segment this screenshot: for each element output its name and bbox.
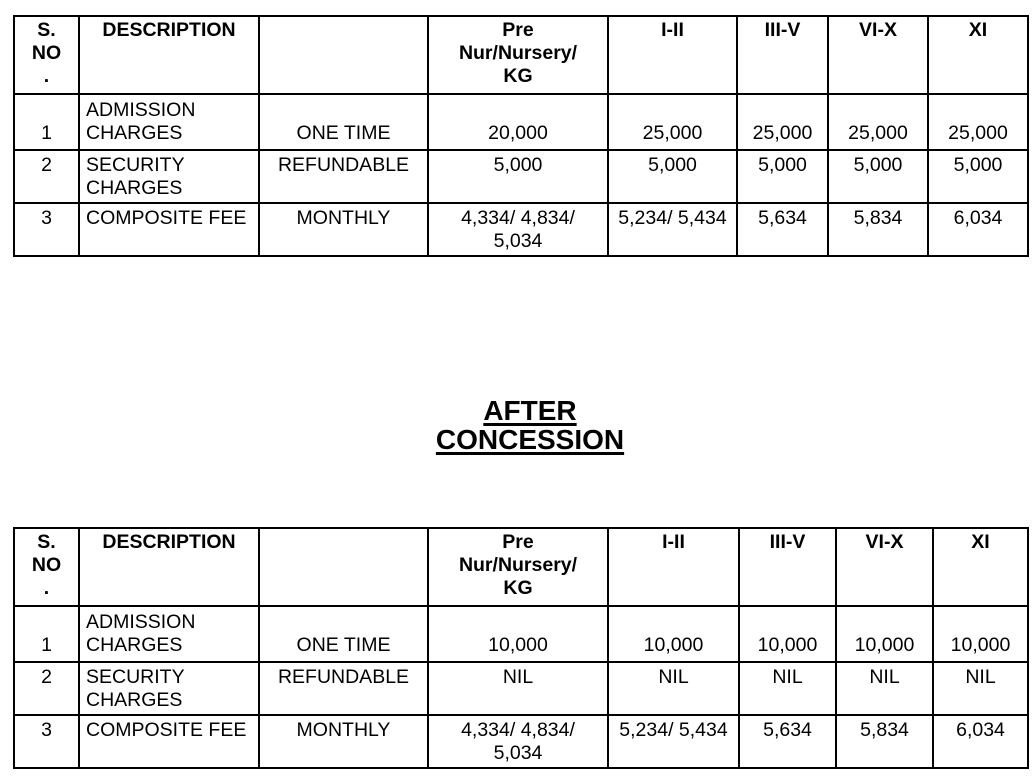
cell-fee-pre-nursery-kg: NIL [427,661,609,716]
cell-fee-xi: 10,000 [932,605,1029,663]
cell-description: COMPOSITE FEE [78,714,260,769]
col-header-vi-x: VI-X [827,15,929,95]
table-row: 2 SECURITY CHARGES REFUNDABLE 5,000 5,00… [13,149,1029,204]
cell-description: ADMISSION CHARGES [78,93,260,151]
cell-fee-iii-v: 5,634 [738,714,837,769]
col-header-xi: XI [932,527,1029,607]
cell-fee-vi-x: 5,834 [827,202,929,257]
fee-table-after-concession: S. NO . DESCRIPTION Pre Nur/Nursery/ KG … [13,527,1029,769]
cell-sno: 1 [13,605,80,663]
fee-table-before-concession: S. NO . DESCRIPTION Pre Nur/Nursery/ KG … [13,15,1029,257]
cell-fee-pre-nursery-kg: 10,000 [427,605,609,663]
cell-payment-type: MONTHLY [258,202,429,257]
col-header-i-ii: I-II [607,15,738,95]
cell-fee-pre-nursery-kg: 5,000 [427,149,609,204]
cell-fee-vi-x: 5,834 [835,714,934,769]
col-header-payment-type [258,527,429,607]
cell-fee-xi: 25,000 [927,93,1029,151]
cell-fee-i-ii: NIL [607,661,740,716]
cell-payment-type: ONE TIME [258,93,429,151]
cell-description: SECURITY CHARGES [78,661,260,716]
cell-fee-xi: 5,000 [927,149,1029,204]
after-concession-heading-text: AFTER CONCESSION [435,395,625,455]
cell-fee-i-ii: 5,234/ 5,434 [607,714,740,769]
cell-description: SECURITY CHARGES [78,149,260,204]
table-row: 3 COMPOSITE FEE MONTHLY 4,334/ 4,834/ 5,… [13,714,1029,769]
cell-sno: 3 [13,714,80,769]
cell-fee-vi-x: 5,000 [827,149,929,204]
cell-fee-xi: 6,034 [932,714,1029,769]
cell-fee-i-ii: 25,000 [607,93,738,151]
table-row: 2 SECURITY CHARGES REFUNDABLE NIL NIL NI… [13,661,1029,716]
cell-payment-type: ONE TIME [258,605,429,663]
cell-fee-vi-x: 10,000 [835,605,934,663]
col-header-sno: S. NO . [13,15,80,95]
cell-fee-i-ii: 5,000 [607,149,738,204]
cell-fee-xi: NIL [932,661,1029,716]
cell-payment-type: REFUNDABLE [258,661,429,716]
col-header-pre-nursery-kg: Pre Nur/Nursery/ KG [427,15,609,95]
col-header-payment-type [258,15,429,95]
cell-description: ADMISSION CHARGES [78,605,260,663]
cell-fee-iii-v: NIL [738,661,837,716]
cell-sno: 1 [13,93,80,151]
cell-fee-iii-v: 25,000 [736,93,829,151]
col-header-description: DESCRIPTION [78,15,260,95]
cell-fee-iii-v: 5,634 [736,202,829,257]
cell-fee-i-ii: 5,234/ 5,434 [607,202,738,257]
cell-fee-iii-v: 10,000 [738,605,837,663]
table-row: 1 ADMISSION CHARGES ONE TIME 20,000 25,0… [13,93,1029,151]
cell-fee-xi: 6,034 [927,202,1029,257]
cell-fee-i-ii: 10,000 [607,605,740,663]
cell-fee-vi-x: NIL [835,661,934,716]
table-row: 3 COMPOSITE FEE MONTHLY 4,334/ 4,834/ 5,… [13,202,1029,257]
cell-description: COMPOSITE FEE [78,202,260,257]
cell-sno: 3 [13,202,80,257]
col-header-description: DESCRIPTION [78,527,260,607]
col-header-vi-x: VI-X [835,527,934,607]
table-header-row: S. NO . DESCRIPTION Pre Nur/Nursery/ KG … [13,527,1029,607]
col-header-xi: XI [927,15,1029,95]
cell-fee-pre-nursery-kg: 4,334/ 4,834/ 5,034 [427,714,609,769]
cell-payment-type: REFUNDABLE [258,149,429,204]
cell-fee-pre-nursery-kg: 4,334/ 4,834/ 5,034 [427,202,609,257]
cell-sno: 2 [13,661,80,716]
cell-fee-iii-v: 5,000 [736,149,829,204]
cell-payment-type: MONTHLY [258,714,429,769]
cell-fee-pre-nursery-kg: 20,000 [427,93,609,151]
col-header-pre-nursery-kg: Pre Nur/Nursery/ KG [427,527,609,607]
col-header-iii-v: III-V [738,527,837,607]
table-header-row: S. NO . DESCRIPTION Pre Nur/Nursery/ KG … [13,15,1029,95]
col-header-iii-v: III-V [736,15,829,95]
table-row: 1 ADMISSION CHARGES ONE TIME 10,000 10,0… [13,605,1029,663]
col-header-sno: S. NO . [13,527,80,607]
cell-sno: 2 [13,149,80,204]
col-header-i-ii: I-II [607,527,740,607]
after-concession-heading: AFTER CONCESSION [23,396,1035,454]
cell-fee-vi-x: 25,000 [827,93,929,151]
